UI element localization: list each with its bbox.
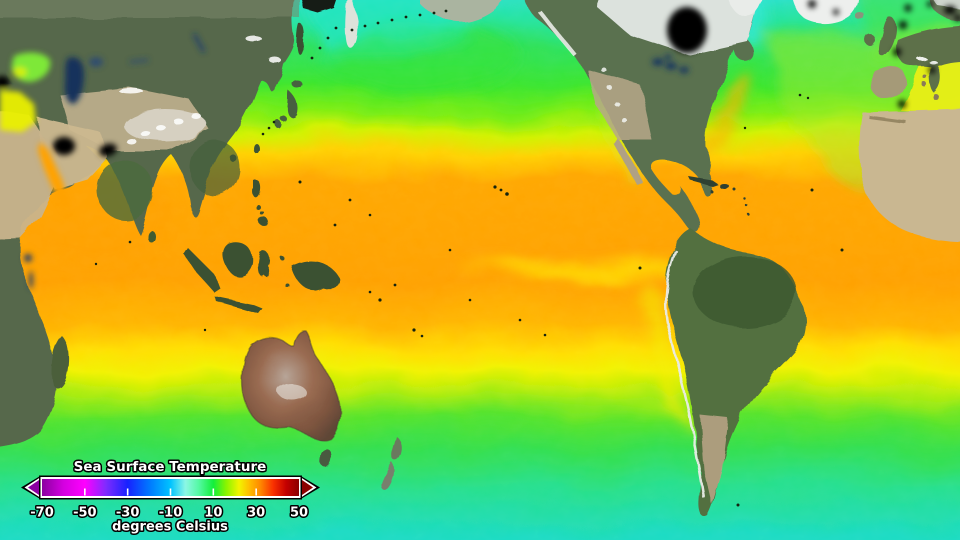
land-ireland — [865, 34, 875, 46]
himalaya-snow — [120, 37, 281, 143]
australia-salt-flats — [278, 384, 306, 400]
land-iberia — [871, 66, 906, 100]
land-north-africa — [859, 108, 960, 242]
land-sumatra — [184, 248, 220, 292]
patagonia-steppe — [700, 415, 728, 505]
lake-baikal — [192, 33, 206, 53]
land-iceland — [855, 12, 865, 20]
land-new-guinea — [292, 261, 340, 290]
black-sea-warm-west — [13, 67, 27, 77]
legend-arrow-right — [302, 480, 313, 495]
land-madagascar — [51, 336, 69, 389]
legend-arrow-left — [28, 480, 39, 495]
colorbar-legend: Sea Surface Temperature -70 -50 -30 -10 10 30… — [21, 458, 320, 536]
us-west-desert — [588, 70, 652, 140]
great-lakes — [652, 54, 689, 74]
indochina-green — [190, 140, 240, 196]
land-baja-california — [614, 138, 642, 184]
atlas-mountains — [867, 114, 906, 123]
land-europe — [896, 25, 960, 93]
amazon-basin — [693, 256, 797, 328]
andes-snow — [664, 249, 706, 499]
legend-tick-labels: -70 -50 -30 -10 10 30 50 — [29, 504, 310, 522]
land-sakhalin — [296, 23, 305, 55]
land-sulawesi — [257, 251, 270, 277]
mediterranean-sea-left — [0, 90, 36, 132]
land-hispaniola — [719, 183, 729, 189]
ryukyu-islands — [261, 120, 276, 136]
land-new-zealand — [380, 436, 402, 490]
legend-tick-label: 10 — [204, 506, 222, 521]
sahara-left-desert — [0, 111, 56, 239]
land-tasmania — [320, 449, 333, 468]
siberia-tundra-band — [0, 0, 300, 18]
greenland-no-data — [808, 0, 839, 15]
kuril-islands — [310, 26, 338, 60]
mediterranean-sea-right — [900, 60, 960, 112]
legend-colorbar — [42, 479, 299, 496]
inland-water-layer — [0, 0, 960, 289]
mediterranean-islands — [921, 75, 939, 100]
alps-snow — [917, 57, 937, 64]
legend-tick-label: 50 — [290, 506, 308, 521]
land-cuba — [688, 176, 718, 186]
caribbean-islands — [688, 176, 750, 216]
land-java — [214, 296, 262, 313]
land-baffin-island — [728, 0, 763, 17]
aegean-no-data — [0, 76, 10, 88]
hudson-bay-no-data — [667, 7, 707, 53]
legend-tick-label: 30 — [247, 506, 265, 521]
red-sea-north-no-data — [53, 137, 75, 155]
legend-unit-label: degrees Celsius — [112, 520, 228, 535]
small-islands-layer — [94, 9, 844, 507]
land-mindanao — [258, 217, 268, 225]
land-borneo — [222, 242, 253, 276]
land-sri-lanka — [147, 230, 155, 242]
rockies-snow — [538, 10, 627, 123]
lake-balkhash — [129, 58, 149, 64]
legend-ticks — [84, 488, 257, 496]
legend-tick-label: -30 — [116, 506, 140, 521]
caspian-sea — [64, 57, 84, 104]
african-great-lakes — [24, 254, 33, 289]
aleutian-islands — [350, 9, 448, 32]
red-sea — [38, 142, 70, 212]
land-indonesia — [184, 179, 340, 313]
land-luzon — [252, 179, 261, 198]
persian-gulf-no-data — [99, 143, 117, 157]
legend-tick-label: -50 — [73, 506, 97, 521]
india-green — [97, 160, 153, 220]
baltic-no-data — [927, 1, 960, 21]
land-chukotka — [302, 0, 337, 13]
land-layer — [0, 0, 960, 518]
legend-tick-label: -10 — [159, 506, 183, 521]
land-great-britain — [879, 17, 897, 57]
legend-tick-label: -70 — [30, 506, 54, 521]
land-alaska — [420, 0, 502, 22]
land-taiwan — [253, 143, 259, 153]
land-hainan — [229, 154, 237, 162]
aral-sea — [89, 57, 103, 67]
legend-title: Sea Surface Temperature — [74, 459, 267, 475]
nw-europe-no-data — [893, 4, 936, 108]
land-japan — [275, 80, 302, 128]
land-kamchatka — [345, 0, 358, 49]
